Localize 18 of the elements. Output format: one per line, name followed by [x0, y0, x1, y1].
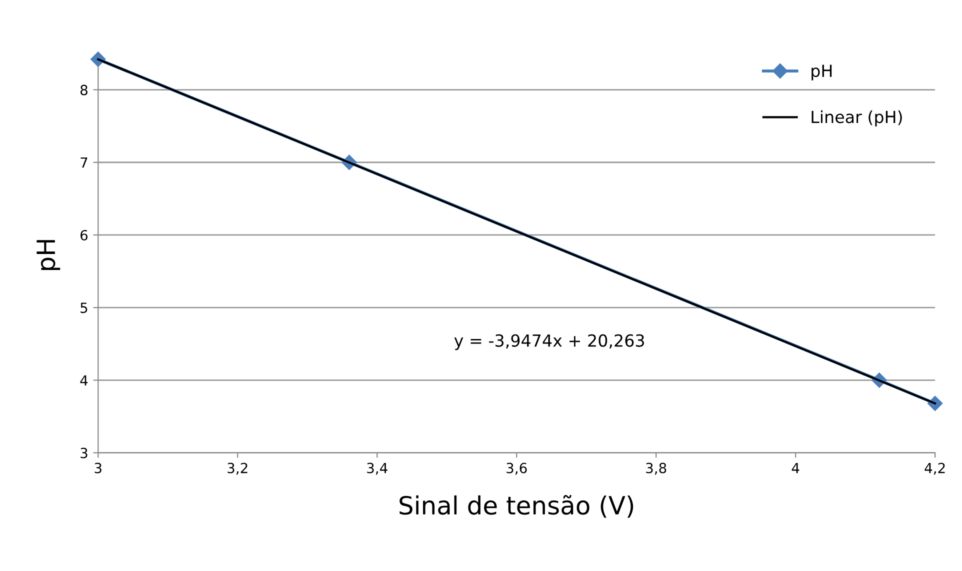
y-tick-label: 4: [80, 375, 88, 386]
x-tick-label: 3,4: [367, 462, 388, 475]
x-tick-label: 3: [94, 462, 102, 474]
y-tick-label: 8: [80, 84, 88, 96]
legend-label: Linear (pH): [812, 110, 902, 126]
y-tick-label: 3: [80, 448, 88, 458]
y-axis-title: pH: [36, 240, 60, 270]
x-tick-label: 3,6: [506, 462, 527, 475]
x-tick-label: 3,2: [228, 462, 248, 475]
x-tick-label: 4: [792, 462, 800, 474]
x-tick-label: 4,2: [924, 462, 945, 475]
x-tick-label: 3,8: [646, 462, 666, 475]
y-tick-label: 6: [80, 230, 88, 240]
y-tick-label: 7: [80, 158, 88, 168]
legend-label: pH: [812, 64, 832, 80]
x-axis-title: Sinal de tensão (V): [400, 494, 634, 518]
y-tick-label: 5: [80, 302, 88, 314]
annotation: y = -3,9474x + 20,263: [454, 334, 644, 350]
